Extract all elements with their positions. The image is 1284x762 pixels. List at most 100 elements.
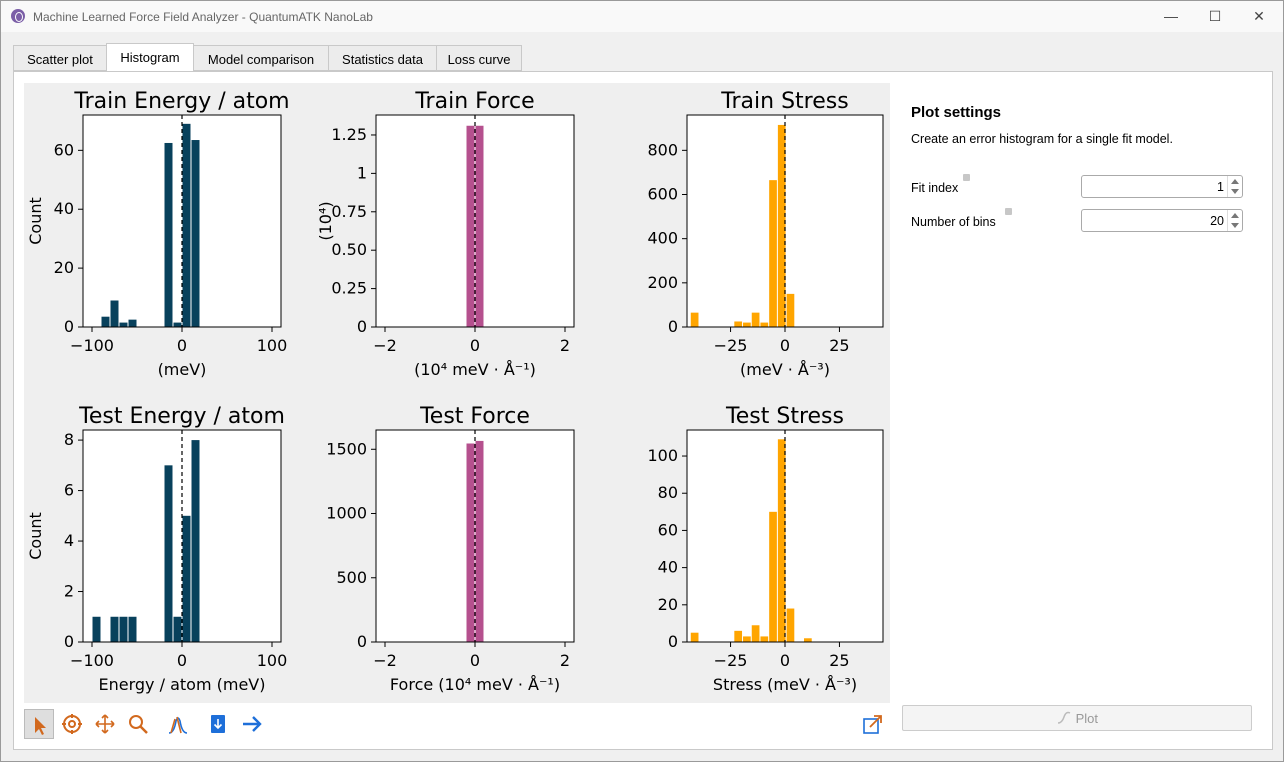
histogram-bar: [777, 439, 786, 642]
y-tick-label: 20: [658, 595, 678, 614]
x-axis-label: Force (10⁴ meV · Å⁻¹): [390, 675, 560, 694]
x-tick-label: 0: [177, 336, 187, 355]
pointer-tool-button[interactable]: [24, 709, 54, 739]
histogram-bar: [182, 515, 191, 642]
histogram-bar: [777, 124, 786, 327]
help-icon[interactable]: [963, 174, 970, 181]
x-tick-label: −100: [70, 336, 114, 355]
histogram-bar: [110, 300, 119, 327]
y-axis-label: Count: [26, 512, 45, 560]
histogram-bar: [734, 630, 743, 642]
fit-index-stepper[interactable]: [1227, 176, 1242, 197]
x-tick-label: −25: [714, 336, 748, 355]
histogram-bar: [173, 322, 182, 327]
x-tick-label: 0: [780, 336, 790, 355]
zoom-tool-button[interactable]: [123, 709, 153, 739]
x-tick-label: 0: [780, 651, 790, 670]
target-icon: [62, 714, 82, 734]
histogram-bar: [92, 616, 101, 642]
pan-icon: [95, 714, 115, 734]
y-tick-label: 1500: [326, 439, 367, 458]
tab-scatter-plot[interactable]: Scatter plot: [13, 45, 107, 71]
y-tick-label: 0: [668, 317, 678, 336]
fit-icon: [168, 716, 188, 734]
maximize-icon[interactable]: ☐: [1208, 8, 1222, 24]
tab-histogram[interactable]: Histogram: [106, 43, 194, 72]
minimize-icon[interactable]: —: [1164, 8, 1178, 24]
tab-model-comparison[interactable]: Model comparison: [193, 45, 329, 71]
y-tick-label: 1.25: [331, 125, 367, 144]
histogram-bar: [769, 180, 777, 327]
chart-title: Test Force: [419, 404, 530, 429]
x-axis-label: Energy / atom (meV): [99, 675, 266, 694]
y-tick-label: 800: [647, 140, 678, 159]
crosshair-tool-button[interactable]: [57, 709, 87, 739]
decrement-icon[interactable]: [1231, 223, 1239, 228]
forward-icon: [243, 716, 262, 732]
y-tick-label: 8: [64, 430, 74, 449]
histogram-bar: [751, 312, 760, 327]
x-axis-label: Stress (meV · Å⁻³): [713, 675, 857, 694]
y-tick-label: 40: [658, 558, 678, 577]
bins-spinbox[interactable]: 20: [1081, 209, 1243, 232]
histogram-bar: [128, 319, 137, 327]
increment-icon[interactable]: [1231, 213, 1239, 218]
x-tick-label: 0: [470, 336, 480, 355]
x-tick-label: −2: [373, 336, 397, 355]
histogram-bar: [191, 140, 200, 327]
forward-tool-button[interactable]: [237, 709, 267, 739]
zoom-icon: [129, 715, 148, 734]
save-icon: [211, 715, 225, 733]
plot-canvas[interactable]: −100 0 100 0 20 40 60 Train Energy / atom (meV) C…: [24, 83, 890, 703]
histogram-bar: [191, 440, 200, 642]
histogram-chart: −25 0 25 0 200 400 600 800 Train Stress (meV · Å⁻…: [647, 89, 884, 379]
bins-stepper[interactable]: [1227, 210, 1242, 231]
tab-statistics-data[interactable]: Statistics data: [328, 45, 437, 71]
tab-loss-curve[interactable]: Loss curve: [436, 45, 522, 71]
histogram-bar: [101, 316, 110, 327]
histogram-bar: [760, 636, 769, 642]
plot-button[interactable]: Plot: [902, 705, 1252, 731]
plot-button-label: Plot: [1075, 711, 1099, 726]
close-icon[interactable]: ✕: [1253, 8, 1265, 24]
histogram-bar: [110, 616, 119, 642]
x-tick-label: 25: [829, 651, 849, 670]
help-icon[interactable]: [1005, 208, 1012, 215]
x-tick-label: −25: [714, 651, 748, 670]
popout-icon: [863, 715, 882, 734]
histogram-bar: [786, 608, 795, 642]
fit-index-label: Fit index: [911, 181, 959, 195]
y-tick-label: 40: [54, 199, 74, 218]
popout-button[interactable]: [858, 709, 888, 739]
histogram-bar: [119, 322, 128, 327]
y-tick-label: 1: [357, 163, 367, 182]
bins-value[interactable]: 20: [1210, 214, 1224, 228]
histogram-bar: [690, 632, 699, 642]
histogram-bar: [804, 638, 812, 642]
fit-index-value[interactable]: 1: [1217, 180, 1224, 194]
chart-title: Test Energy / atom: [78, 404, 285, 429]
y-tick-label: 60: [658, 520, 678, 539]
fit-tool-button[interactable]: [163, 709, 193, 739]
y-tick-label: 20: [54, 258, 74, 277]
bins-label: Number of bins: [911, 215, 996, 229]
decrement-icon[interactable]: [1231, 189, 1239, 194]
pan-tool-button[interactable]: [90, 709, 120, 739]
y-tick-label: 0.25: [331, 279, 367, 298]
histogram-bar: [751, 625, 760, 642]
histogram-chart: −2 0 2 0 500 1000 1500 Test Force Force (10⁴ meV…: [326, 404, 575, 694]
settings-title: Plot settings: [911, 104, 1002, 121]
histogram-bar: [760, 322, 769, 327]
y-tick-label: 1000: [326, 504, 367, 523]
y-axis-label: Count: [26, 197, 45, 245]
settings-description: Create an error histogram for a single f…: [911, 132, 1173, 146]
increment-icon[interactable]: [1231, 179, 1239, 184]
x-tick-label: 2: [560, 336, 570, 355]
fit-index-spinbox[interactable]: 1: [1081, 175, 1243, 198]
save-tool-button[interactable]: [203, 709, 233, 739]
x-tick-label: 100: [257, 651, 288, 670]
histogram-bar: [743, 322, 751, 327]
y-tick-label: 0.50: [331, 240, 367, 259]
